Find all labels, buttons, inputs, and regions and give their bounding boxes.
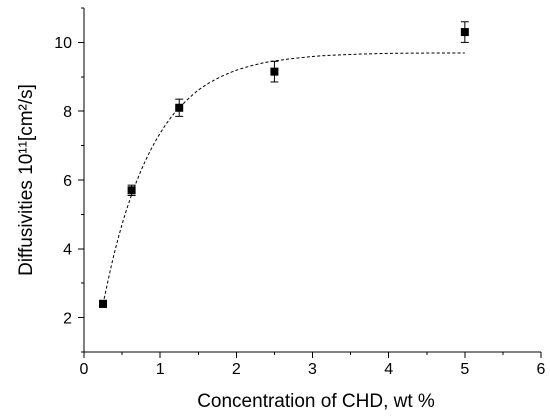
x-tick-label: 0 bbox=[80, 361, 89, 378]
data-point bbox=[127, 186, 136, 195]
x-axis-title: Concentration of CHD, wt % bbox=[197, 391, 435, 412]
y-tick-label: 6 bbox=[63, 173, 72, 190]
data-point bbox=[460, 28, 469, 37]
data-point bbox=[175, 103, 184, 112]
x-tick-label: 1 bbox=[156, 361, 165, 378]
y-axis-title: Diffusivities 10¹¹[cm²/s] bbox=[16, 84, 37, 276]
x-tick-label: 3 bbox=[308, 361, 317, 378]
dashed-curve bbox=[102, 52, 465, 304]
x-tick-label: 4 bbox=[384, 361, 393, 378]
axis-ticks: 0 1 2 3 4 5 6 2 4 6 8 10 bbox=[54, 7, 546, 378]
x-tick-label: 6 bbox=[537, 361, 546, 378]
y-tick-label: 8 bbox=[63, 104, 72, 121]
curve-layer bbox=[102, 52, 465, 304]
y-tick-label: 4 bbox=[63, 242, 72, 259]
data-point bbox=[99, 299, 108, 308]
x-tick-label: 2 bbox=[232, 361, 241, 378]
data-point bbox=[270, 67, 279, 76]
y-tick-label: 2 bbox=[63, 310, 72, 327]
data-points-layer bbox=[99, 21, 469, 308]
y-tick-label: 10 bbox=[54, 35, 72, 52]
x-tick-label: 5 bbox=[460, 361, 469, 378]
